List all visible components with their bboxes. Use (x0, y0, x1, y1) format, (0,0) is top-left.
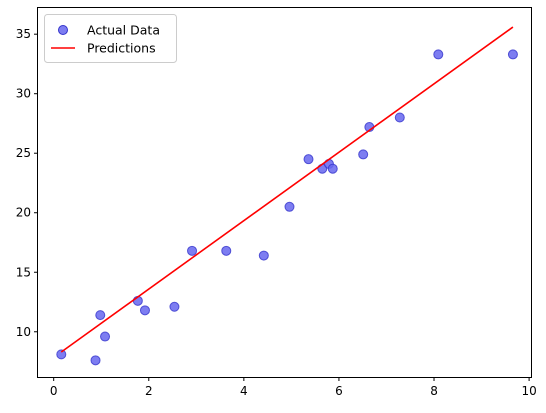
plot-frame (37, 7, 532, 378)
x-tick-label: 6 (335, 384, 343, 398)
data-point (169, 301, 180, 312)
data-point (358, 149, 369, 160)
data-point (284, 201, 295, 212)
data-point (139, 305, 150, 316)
data-point (100, 331, 111, 342)
y-tick-label: 20 (16, 206, 31, 220)
x-tick-label: 2 (145, 384, 153, 398)
legend-marker-actual-data (58, 25, 68, 35)
data-point (394, 112, 405, 123)
data-point (221, 245, 232, 256)
legend-label-predictions: Predictions (87, 41, 156, 56)
data-point (258, 250, 269, 261)
data-point (507, 49, 518, 60)
data-point (187, 245, 198, 256)
data-point (95, 310, 106, 321)
legend: Actual Data Predictions (44, 14, 177, 63)
x-tick-label: 4 (240, 384, 248, 398)
data-point (56, 349, 67, 360)
y-tick-label: 10 (16, 325, 31, 339)
legend-box (44, 14, 177, 63)
prediction-line-layer (60, 26, 514, 353)
y-tick-label: 15 (16, 265, 31, 279)
data-point (433, 49, 444, 60)
y-tick-label: 30 (16, 87, 31, 101)
data-point (327, 163, 338, 174)
y-axis-ticks: 10 15 20 25 30 35 (16, 27, 38, 339)
scatter-points (56, 49, 518, 366)
x-tick-label: 0 (50, 384, 58, 398)
prediction-line (60, 26, 514, 353)
data-point (90, 355, 101, 366)
x-axis-ticks: 0 2 4 6 8 10 (50, 377, 537, 398)
x-tick-label: 8 (430, 384, 438, 398)
y-tick-label: 35 (16, 27, 31, 41)
legend-label-actual-data: Actual Data (87, 23, 160, 38)
y-tick-label: 25 (16, 146, 31, 160)
data-point (303, 154, 314, 165)
x-tick-label: 10 (521, 384, 536, 398)
